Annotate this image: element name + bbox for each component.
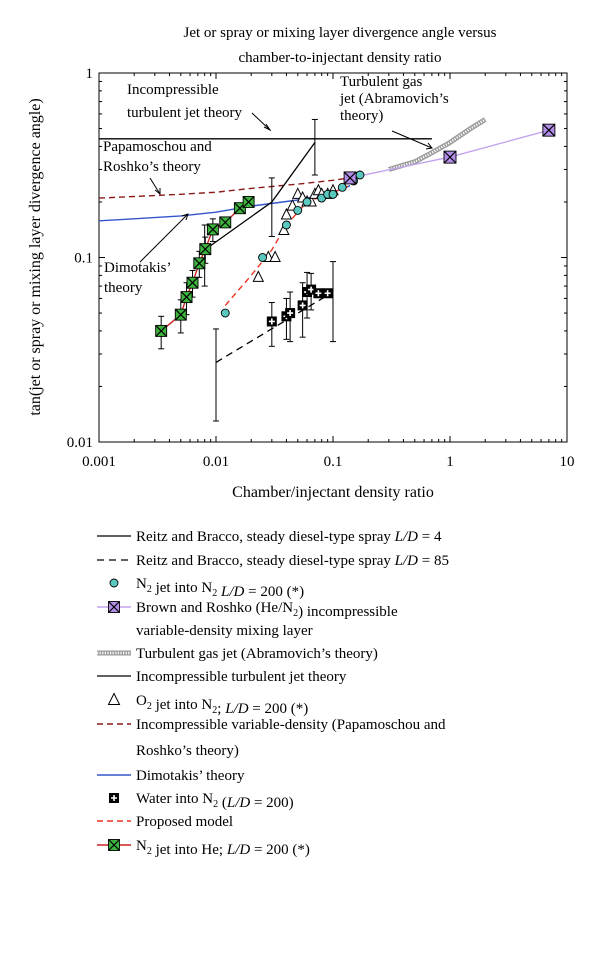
- legend-label-brown-line-2: variable-density mixing layer: [136, 623, 313, 639]
- n2he-point-cross: [186, 276, 199, 289]
- annotation-abramovich: jet (Abramovich’s: [339, 91, 449, 107]
- legend-label-reitz85: Reitz and Bracco, steady diesel-type spr…: [136, 553, 449, 569]
- o2n2-point: [280, 207, 293, 220]
- n2he-line: [160, 201, 250, 332]
- n2n2-point: [302, 197, 312, 207]
- leader-abramovich: [391, 130, 433, 149]
- o2n2-point: [278, 223, 290, 236]
- n2n2-point: [220, 308, 230, 318]
- papamoschou-line: [98, 177, 351, 199]
- legend-marker-n2he-cross: [108, 839, 120, 851]
- annotation-incompressible-jet: Incompressible: [127, 82, 219, 98]
- x-tick-label: 0.1: [324, 454, 343, 470]
- reitz85-line: [215, 291, 334, 363]
- annotations: Incompressible turbulent jet theory Turbul…: [103, 74, 449, 296]
- y-tick-label: 0.1: [74, 251, 93, 267]
- x-tick-label: 0.001: [82, 454, 116, 470]
- n2he-point-cross: [199, 243, 212, 256]
- x-tick-label: 0.01: [203, 454, 229, 470]
- legend-label-incompressible: Incompressible turbulent jet theory: [136, 669, 347, 685]
- n2he-point-cross: [206, 223, 219, 236]
- legend-label-dimotakis: Dimotakis’ theory: [136, 768, 245, 784]
- legend-marker-o2n2: [107, 692, 121, 705]
- legend-label-n2n2: N2 jet into N2 L/D = 200 (*): [136, 576, 304, 600]
- n2he-point-cross: [174, 308, 187, 321]
- annotation-papamoschou-roshko: Papamoschou and: [103, 139, 212, 155]
- leader-dimotakis: [139, 213, 189, 263]
- o2n2-point: [269, 250, 281, 262]
- n2he-point-cross: [193, 257, 206, 270]
- n2n2-point: [281, 220, 291, 230]
- legend-marker-n2n2: [109, 578, 119, 588]
- legend-label-abramovich: Turbulent gas jet (Abramovich’s theory): [136, 646, 378, 662]
- brown-point-cross: [542, 123, 556, 137]
- abramovich-band: [388, 117, 487, 172]
- chart-title-line-1: Jet or spray or mixing layer divergence …: [184, 25, 497, 41]
- water-point-plus: [299, 302, 306, 309]
- leader-incompressible-arrow: [263, 123, 272, 132]
- legend-marker-water-plus: [111, 795, 117, 801]
- annotation-papamoschou-roshko: Roshko’s theory: [103, 159, 201, 175]
- n2he-point-cross: [242, 196, 255, 208]
- annotation-dimotakis: theory: [104, 280, 143, 296]
- axis-ticks: 0.001 0.01 0.1 1 10 0.01 0.1 1: [67, 66, 575, 470]
- annotation-dimotakis: Dimotakis’: [104, 260, 172, 276]
- legend-label-water: Water into N2 (L/D = 200): [136, 791, 294, 811]
- n2n2-point: [355, 170, 365, 180]
- y-tick-label: 1: [86, 66, 94, 82]
- brown-point-cross: [343, 171, 357, 185]
- brown-point-cross: [443, 150, 457, 164]
- legend-label-o2n2: O2 jet into N2; L/D = 200 (*): [136, 693, 308, 717]
- n2he-point-cross: [180, 291, 193, 304]
- legend-label-papamoschou: Incompressible variable-density (Papamos…: [136, 717, 446, 733]
- proposed-line: [224, 174, 361, 306]
- leader-dimotakis-arrow: [181, 213, 189, 221]
- annotation-abramovich: theory): [340, 108, 383, 124]
- legend: Reitz and Bracco, steady diesel-type spr…: [97, 529, 449, 858]
- y-axis-title: tan(jet or spray or mixing layer diverge…: [27, 98, 44, 415]
- leader-incompressible: [251, 112, 271, 131]
- chart-title-line-2: chamber-to-injectant density ratio: [239, 50, 442, 66]
- x-axis-title: Chamber/injectant density ratio: [232, 484, 434, 501]
- annotation-abramovich: Turbulent gas: [340, 74, 423, 90]
- o2n2-point: [252, 270, 265, 282]
- x-tick-label: 10: [560, 454, 575, 470]
- n2n2-point: [258, 253, 268, 262]
- annotation-incompressible-jet: turbulent jet theory: [127, 105, 242, 121]
- data-markers: [155, 123, 556, 337]
- n2he-point-cross: [155, 324, 168, 337]
- y-tick-label: 0.01: [67, 435, 93, 451]
- legend-label-reitz4: Reitz and Bracco, steady diesel-type spr…: [136, 529, 442, 545]
- leader-abramovich-arrow: [425, 142, 433, 150]
- water-point-plus: [287, 310, 294, 317]
- legend-label-n2he: N2 jet into He; L/D = 200 (*): [136, 838, 310, 858]
- n2n2-point: [293, 205, 303, 215]
- x-tick-label: 1: [446, 454, 454, 470]
- water-point-plus: [268, 318, 275, 325]
- legend-label-brown: Brown and Roshko (He/N2) incompressible: [136, 600, 398, 620]
- n2he-point-cross: [219, 216, 232, 229]
- water-point-plus: [324, 290, 331, 297]
- plot-frame: [98, 72, 568, 443]
- legend-label-papamoschou-line-2: Roshko’s theory): [136, 743, 239, 759]
- legend-label-proposed: Proposed model: [136, 814, 233, 830]
- water-point-plus: [315, 290, 322, 297]
- leader-papamoschou: [149, 177, 161, 195]
- leader-papamoschou-arrow: [154, 188, 161, 196]
- water-point-plus: [308, 286, 315, 293]
- n2n2-point: [328, 189, 338, 199]
- n2n2-point: [337, 182, 347, 192]
- legend-marker-brown-cross: [108, 601, 120, 613]
